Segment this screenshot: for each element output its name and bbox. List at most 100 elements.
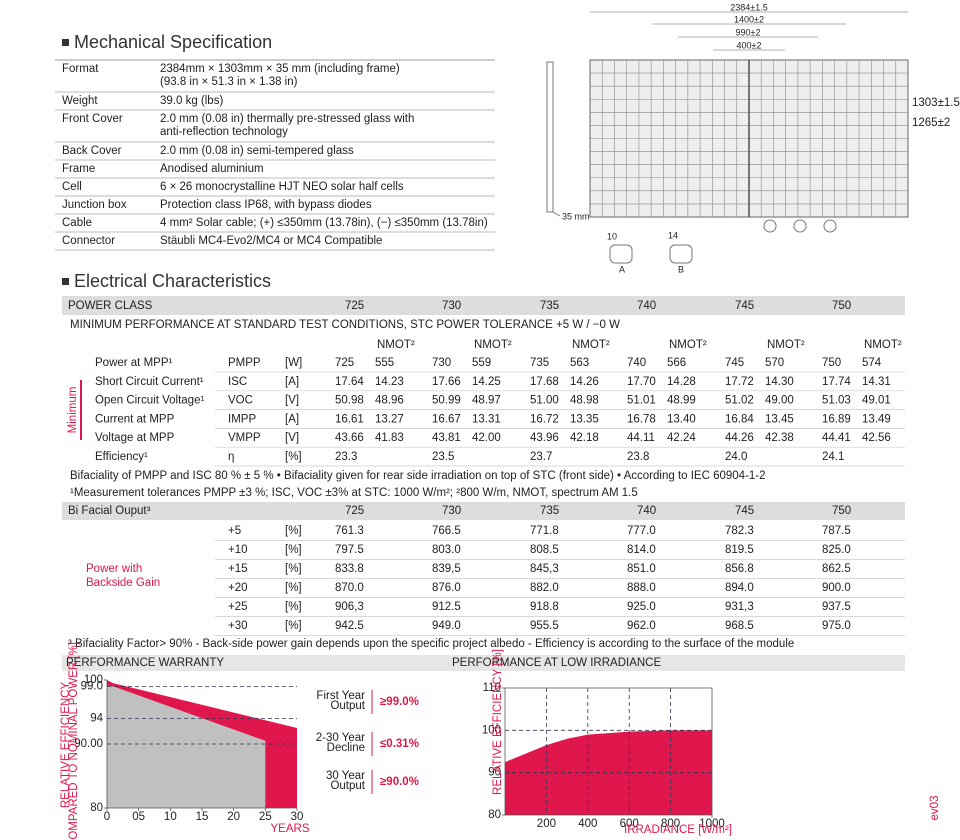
cell-value: 13.49 (862, 413, 891, 425)
cell-value: 955.5 (530, 620, 559, 632)
connector (823, 219, 837, 233)
dim-label: 1303±1.5 (912, 97, 960, 109)
cell-value: 766.5 (432, 525, 461, 537)
cell-value: 797.5 (335, 544, 364, 556)
y-tick-label: 90 (488, 767, 501, 779)
row-label: Current at MPP (95, 413, 175, 425)
section-title: Electrical Characteristics (74, 271, 271, 291)
y-tick-label: 100 (84, 674, 103, 686)
cell-value: 42.18 (570, 432, 599, 444)
nmot-header: NMOT² (377, 339, 415, 351)
stat-label: Decline (327, 742, 365, 754)
cell-value: 819.5 (725, 544, 754, 556)
cell-value: 48.98 (570, 395, 599, 407)
cell-value: 777.0 (627, 525, 656, 537)
spec-value: 6 × 26 monocrystalline HJT NEO solar hal… (160, 181, 404, 193)
row-unit: [%] (285, 563, 302, 575)
cell-value: 51.03 (822, 395, 851, 407)
cell-value: 13.35 (570, 413, 599, 425)
cell-value: 48.97 (472, 395, 501, 407)
area (505, 730, 712, 815)
cell-value: 16.78 (627, 413, 656, 425)
nmot-header: NMOT² (669, 339, 707, 351)
cell-value: 50.98 (335, 395, 364, 407)
spec-label: Junction box (62, 199, 127, 211)
cell-value: 51.01 (627, 395, 656, 407)
cell-value: 730 (432, 357, 451, 369)
cell-value: 942.5 (335, 620, 364, 632)
cell-value: 962.0 (627, 620, 656, 632)
header-band (62, 296, 905, 315)
y-tick-label: 100 (482, 724, 501, 736)
gain: +20 (228, 582, 248, 594)
cell-value: 42.24 (667, 432, 696, 444)
x-tick-label: 20 (227, 811, 240, 823)
x-tick-label: 25 (259, 811, 272, 823)
cell-value: 17.66 (432, 376, 461, 388)
power-class: 730 (442, 300, 461, 312)
power-class: 750 (832, 300, 851, 312)
spec-value: anti-reflection technology (160, 126, 288, 138)
cell-value: 14.25 (472, 376, 501, 388)
row-unit: [W] (285, 357, 302, 369)
cell-value: 24.1 (822, 451, 844, 463)
cell-value: 16.61 (335, 413, 364, 425)
cell-value: 43.81 (432, 432, 461, 444)
spec-value: 2384mm × 1303mm × 35 mm (including frame… (160, 63, 400, 75)
cell-value: 735 (530, 357, 549, 369)
nmot-header: NMOT² (767, 339, 805, 351)
cell-value: 24.0 (725, 451, 747, 463)
header-label: POWER CLASS (68, 300, 153, 312)
cell-value: 851.0 (627, 563, 656, 575)
row-unit: [A] (285, 413, 299, 425)
cell-value: 48.96 (375, 395, 404, 407)
spec-value: Stäubli MC4-Evo2/MC4 or MC4 Compatible (160, 235, 382, 247)
connector (763, 219, 777, 233)
row-label: Open Circuit Voltage¹ (95, 395, 204, 407)
cell-value: 745 (725, 357, 744, 369)
cell-value: 51.00 (530, 395, 559, 407)
x-tick-label: 1000 (699, 818, 725, 830)
x-tick-label: 800 (661, 818, 680, 830)
cell-value: 42.38 (765, 432, 794, 444)
x-tick-label: 600 (620, 818, 639, 830)
stat-value: ≤0.31% (380, 738, 419, 750)
row-label: Power at MPP¹ (95, 357, 172, 369)
cell-value: 888.0 (627, 582, 656, 594)
power-class: 750 (832, 505, 851, 517)
cell-value: 43.66 (335, 432, 364, 444)
section-title: Mechanical Specification (74, 32, 272, 52)
cell-value: 17.64 (335, 376, 364, 388)
dim-label: 1265±2 (912, 117, 950, 129)
side-label: Minimum (67, 387, 79, 434)
gain: +15 (228, 563, 248, 575)
row-symbol: VOC (228, 395, 253, 407)
footnote: ³ Bifaciality Factor> 90% - Back-side po… (68, 638, 794, 650)
cell-value: 814.0 (627, 544, 656, 556)
power-class: 735 (540, 505, 559, 517)
row-unit: [%] (285, 582, 302, 594)
cell-value: 925.0 (627, 601, 656, 613)
rule (552, 211, 561, 217)
cell-value: 42.56 (862, 432, 891, 444)
cell-value: 48.99 (667, 395, 696, 407)
cell-value: 14.23 (375, 376, 404, 388)
x-tick-label: 10 (164, 811, 177, 823)
cell-value: 17.68 (530, 376, 559, 388)
row-unit: [V] (285, 395, 299, 407)
cell-value: 13.31 (472, 413, 501, 425)
nmot-header: NMOT² (474, 339, 512, 351)
x-tick-label: 15 (196, 811, 209, 823)
row-unit: [%] (285, 451, 302, 463)
detail-label: 14 (668, 230, 678, 240)
cell-value: 870.0 (335, 582, 364, 594)
power-class: 735 (540, 300, 559, 312)
cell-value: 43.96 (530, 432, 559, 444)
spec-label: Front Cover (62, 113, 123, 125)
spec-label: Cell (62, 181, 82, 193)
dim-label: 1400±2 (734, 14, 764, 24)
cell-value: 931,3 (725, 601, 754, 613)
note: ¹Measurement tolerances PMPP ±3 %; ISC, … (70, 487, 638, 499)
cell-value: 803.0 (432, 544, 461, 556)
